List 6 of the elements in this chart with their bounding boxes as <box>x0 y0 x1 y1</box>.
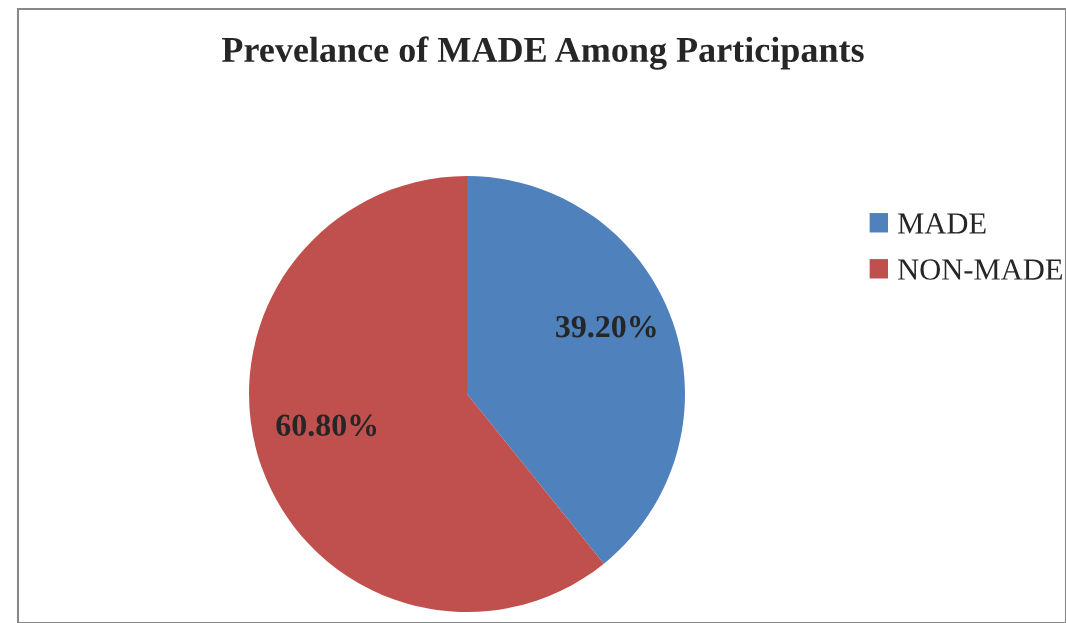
data-label: 60.80% <box>276 414 377 437</box>
data-label: 39.20% <box>556 315 656 338</box>
legend-label: MADE <box>898 213 986 234</box>
chart-title: Prevelance of MADE Among Participants <box>221 36 864 70</box>
legend-label: NON-MADE <box>898 259 1062 280</box>
pie-slice <box>467 176 685 564</box>
